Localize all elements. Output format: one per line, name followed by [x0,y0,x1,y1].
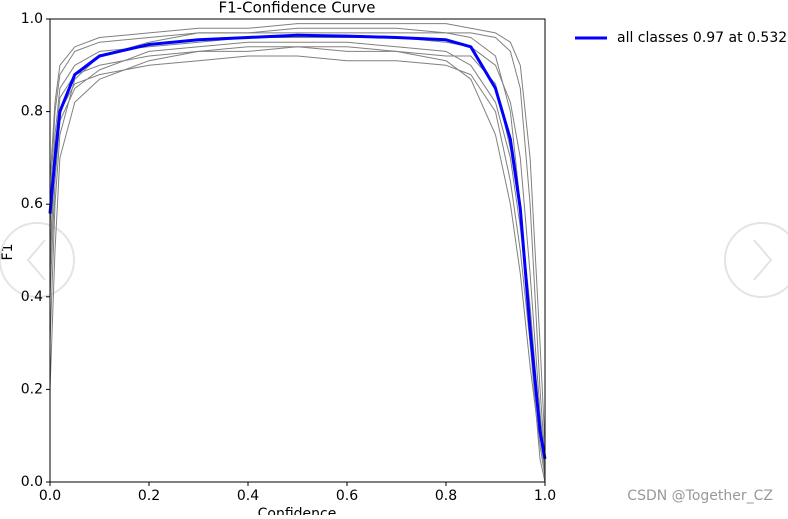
series-line [48,33,547,460]
class-line [49,46,546,478]
class-line [49,23,546,446]
class-line [49,27,546,483]
next-arrow[interactable] [724,222,788,298]
plot-frame [49,18,546,483]
y-tick-label: 0.2 [21,381,43,397]
y-axis-label: F1 [0,244,16,261]
next-arrow-chevron[interactable] [753,239,773,281]
x-tick-label: 0.6 [336,488,358,504]
y-tick-label: 1.0 [21,11,43,27]
prev-arrow-chevron[interactable] [26,239,46,281]
x-tick-label: 0.2 [138,488,160,504]
y-tick-label: 0.6 [21,196,43,212]
prev-arrow[interactable] [0,222,75,298]
class-line [49,41,546,469]
y-tick-label: 0.0 [21,474,43,490]
x-tick-label: 0.4 [237,488,259,504]
y-tick-label: 0.8 [21,104,43,120]
prev-arrow-circle[interactable] [0,222,75,298]
legend-label: all classes 0.97 at 0.532 [617,30,787,46]
next-arrow-circle[interactable] [724,222,788,298]
x-tick-label: 0.8 [435,488,457,504]
class-line [49,46,546,469]
x-axis-label: Confidence [258,506,337,515]
y-tick-label: 0.4 [21,289,43,305]
class-line [49,32,546,459]
x-tick-label: 1.0 [534,488,556,504]
watermark: CSDN @Together_CZ [627,488,773,504]
x-tick-label: 0.0 [39,488,61,504]
class-line [49,55,546,473]
class-line [49,37,546,464]
chart-title: F1-Confidence Curve [219,0,376,17]
